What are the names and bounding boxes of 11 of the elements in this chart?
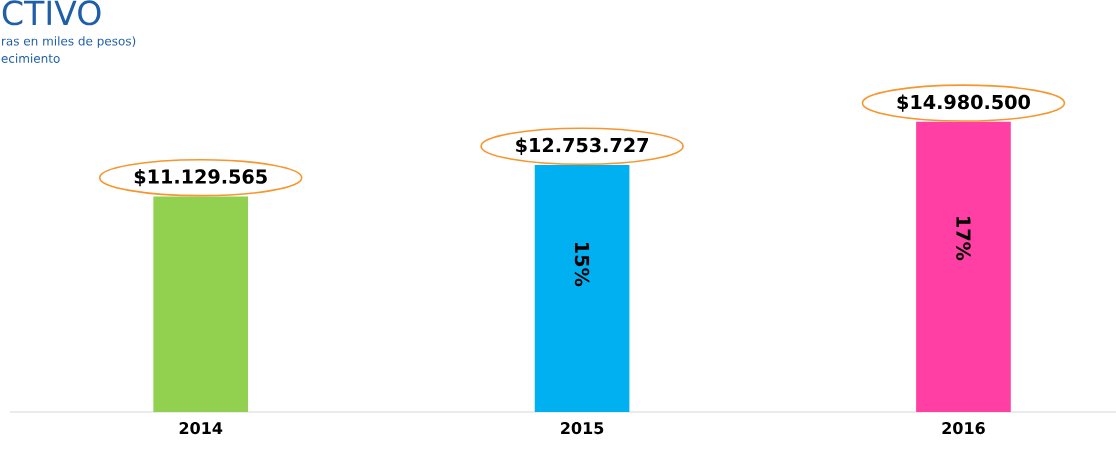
data-label: $12.753.727 <box>516 137 648 155</box>
chart-subtitle: ras en miles de pesos) <box>2 36 136 48</box>
data-label: $14.980.500 <box>897 94 1030 112</box>
annotation: 15% <box>574 242 590 287</box>
x-tick-label: 2014 <box>179 422 223 435</box>
x-tick-label: 2015 <box>561 422 604 435</box>
text: ecimiento <box>1 53 60 63</box>
chart-title: CTIVO <box>2 0 101 26</box>
x-tick-label: 2016 <box>942 422 985 435</box>
annotation: 17% <box>956 217 971 261</box>
data-label: $11.129.565 <box>134 168 267 187</box>
